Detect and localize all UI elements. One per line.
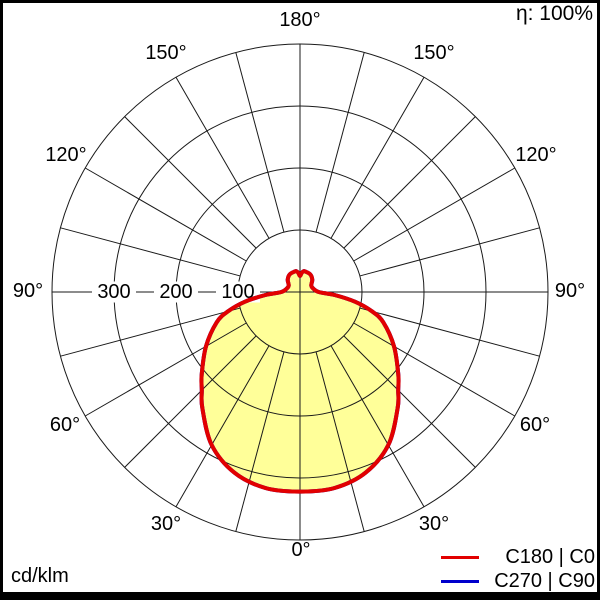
radius-tick-backing [92,281,136,303]
grid-radial-line [315,52,365,233]
radius-tick-backing [216,281,260,303]
grid-radial-line [84,167,247,262]
angle-label: 0° [291,539,310,561]
grid-radial-line [315,351,365,532]
grid-radial-line [235,52,285,233]
legend-label-c0: C180 | C0 [505,545,595,568]
grid-radial-line [343,335,476,468]
angle-label: 30° [419,513,449,535]
grid-radial-line [124,335,257,468]
grid-radial-line [330,76,425,239]
radius-tick-label: 300 [97,281,130,303]
grid-radial-line [359,227,540,277]
grid-radial-line [60,307,241,357]
legend: C180 | C0 C270 | C90 [441,545,595,593]
unit-label: cd/klm [11,565,69,587]
legend-line-c90-swatch [441,579,479,583]
grid-radial-line [235,351,285,532]
angle-label: 180° [279,9,320,31]
grid-radial-line [353,322,516,417]
grid-radial-line [330,345,425,508]
angle-label: 90° [555,280,585,302]
angle-label: 120° [45,144,86,166]
legend-row-c90: C270 | C90 [441,569,595,593]
intensity-curve-c180-c0 [199,269,401,494]
radius-tick-label: 200 [159,281,192,303]
angle-label: 120° [515,144,556,166]
grid-radial-line [60,227,241,277]
legend-line-c0-swatch [441,555,479,559]
grid-radial-line [124,116,257,249]
legend-label-c90: C270 | C90 [494,569,595,592]
grid-radial-line [175,76,270,239]
grid-radial-line [175,345,270,508]
grid-radial-line [343,116,476,249]
angle-label: 30° [151,513,181,535]
angle-label: 150° [145,42,186,64]
angle-label: 90° [13,280,43,302]
angle-label: 150° [413,42,454,64]
grid-radial-line [359,307,540,357]
grid-radial-line [84,322,247,417]
angle-label: 60° [50,414,80,436]
grid-radial-line [353,167,516,262]
radius-tick-backing [154,281,198,303]
legend-row-c0: C180 | C0 [441,545,595,569]
efficiency-label: η: 100% [515,2,593,25]
angle-label: 60° [520,414,550,436]
radius-tick-label: 100 [221,281,254,303]
